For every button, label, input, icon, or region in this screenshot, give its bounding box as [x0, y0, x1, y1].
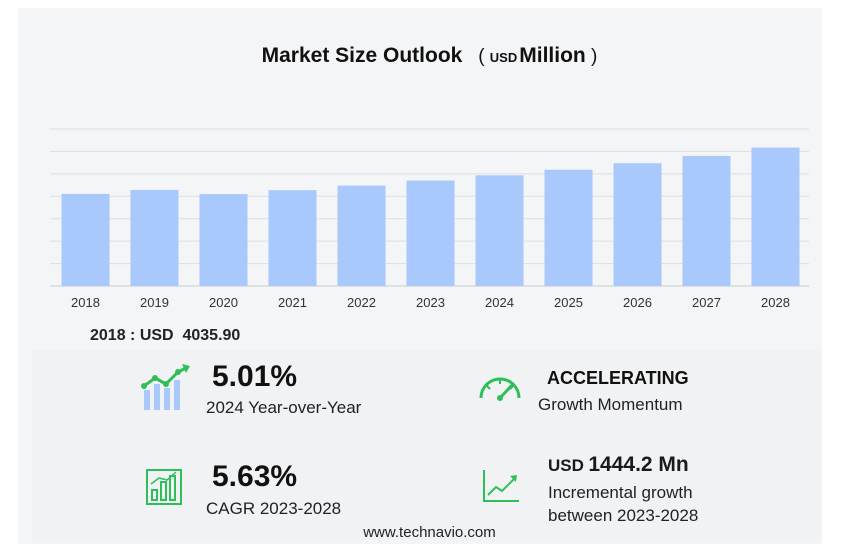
x-tick-label: 2022 — [347, 295, 376, 310]
trend-line-icon — [483, 470, 519, 502]
momentum-label: Growth Momentum — [538, 395, 683, 414]
cagr-value: 5.63% — [212, 460, 298, 493]
x-tick-label: 2026 — [623, 295, 652, 310]
incremental-label-2: between 2023-2028 — [548, 506, 699, 525]
x-tick-label: 2023 — [416, 295, 445, 310]
title-main: Market Size Outlook — [261, 44, 463, 67]
bar-2020 — [199, 194, 248, 286]
bar-2019 — [130, 189, 179, 286]
gauge-icon — [479, 377, 521, 401]
bar-2025 — [544, 169, 593, 286]
x-tick-label: 2028 — [761, 295, 790, 310]
bar-chart-icon — [146, 469, 182, 505]
bar-2021 — [268, 190, 317, 286]
bar-2026 — [613, 163, 662, 286]
cagr-label: CAGR 2023-2028 — [206, 499, 342, 518]
base-year-label: 2018 : USD 4035.90 — [90, 327, 241, 344]
x-tick-label: 2021 — [278, 295, 307, 310]
bar-2028 — [751, 147, 800, 286]
title-unit: ( USDMillion ) — [478, 44, 598, 67]
chart-title: Market Size Outlook ( USDMillion ) — [0, 44, 859, 68]
x-tick-label: 2025 — [554, 295, 583, 310]
bar-2027 — [682, 155, 731, 286]
x-tick-label: 2018 — [71, 295, 100, 310]
x-tick-label: 2027 — [692, 295, 721, 310]
x-tick-label: 2019 — [140, 295, 169, 310]
bar-2022 — [337, 185, 386, 286]
momentum-value: ACCELERATING — [547, 368, 689, 388]
bar-chart: 2018 2019 2020 2021 2022 2023 2024 2025 2026 2027… — [50, 128, 809, 310]
incremental-label-1: Incremental growth — [548, 483, 693, 502]
bar-2018 — [61, 193, 110, 286]
yoy-value: 5.01% — [212, 360, 298, 393]
growth-bars-icon — [141, 364, 190, 410]
bar-2023 — [406, 180, 455, 286]
incremental-value: USD 1444.2 Mn — [548, 453, 689, 476]
yoy-label: 2024 Year-over-Year — [206, 398, 362, 417]
footer-url: www.technavio.com — [363, 524, 496, 541]
x-tick-label: 2020 — [209, 295, 238, 310]
x-tick-label: 2024 — [485, 295, 514, 310]
bar-2024 — [475, 175, 524, 286]
